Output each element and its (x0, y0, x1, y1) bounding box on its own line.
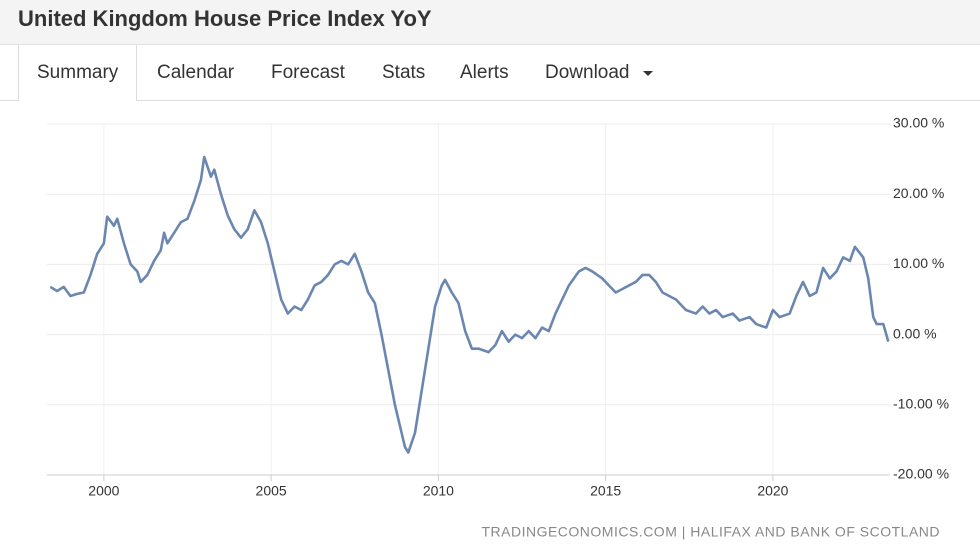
tab[interactable]: Stats (382, 62, 426, 83)
x-tick-label: 2020 (757, 483, 788, 499)
tab[interactable]: Summary (18, 45, 138, 101)
y-tick-label: -20.00 % (893, 466, 949, 482)
y-tick-label: 30.00 % (893, 115, 944, 131)
tab[interactable]: Calendar (157, 62, 235, 83)
tab-bar: Summary Calendar Forecast Stats Alerts D… (0, 45, 980, 101)
x-tick-label: 2005 (256, 483, 287, 499)
y-tick-label: 20.00 % (893, 185, 944, 201)
page-title: United Kingdom House Price Index YoY (18, 6, 432, 31)
tab[interactable]: Download (527, 45, 670, 100)
y-tick-label: -10.00 % (893, 396, 949, 412)
tab-label: Download (545, 62, 630, 83)
data-line (49, 155, 890, 454)
x-tick-label: 2010 (423, 483, 454, 499)
y-tick-label: 10.00 % (893, 255, 944, 271)
y-tick-label: 0.00 % (893, 325, 937, 341)
header: United Kingdom House Price Index YoY (0, 0, 980, 45)
x-tick-label: 2015 (590, 483, 621, 499)
source-label: TRADINGECONOMICS.COM | HALIFAX AND BANK … (481, 524, 940, 540)
tab[interactable]: Forecast (271, 62, 345, 83)
dropdown-caret (642, 71, 653, 76)
tab[interactable]: Alerts (460, 62, 509, 83)
x-tick-label: 2000 (88, 483, 119, 499)
